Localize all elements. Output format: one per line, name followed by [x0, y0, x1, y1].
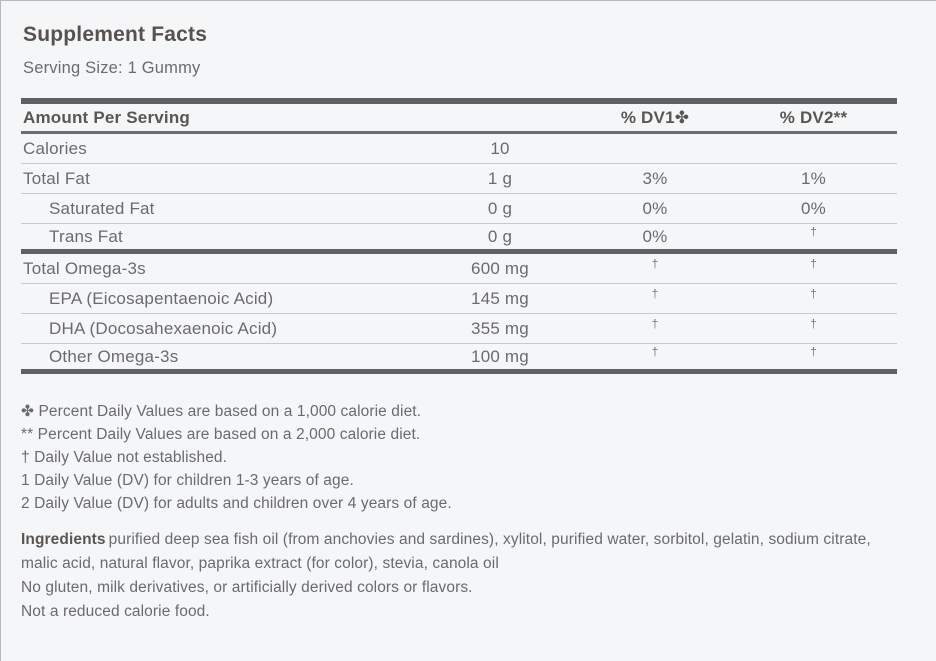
table-row: Total Fat 1 g 3% 1% — [21, 164, 897, 194]
table-body: Calories 10 Total Fat 1 g 3% 1% Saturated Fat 0… — [21, 134, 897, 374]
dv1-value: 0% — [642, 198, 668, 218]
table-row: EPA (Eicosapentaenoic Acid) 145 mg † † — [21, 284, 897, 314]
table-row: Total Omega-3s 600 mg † † — [21, 254, 897, 284]
table-row: DHA (Docosahexaenoic Acid) 355 mg † † — [21, 314, 897, 344]
ingredients-paragraph: Ingredients purified deep sea fish oil (f… — [21, 528, 897, 576]
nutrient-name: Total Fat — [23, 168, 90, 188]
nutrient-amount: 355 mg — [471, 318, 529, 338]
dv2-value: † — [810, 318, 817, 331]
note-line: Not a reduced calorie food. — [21, 603, 210, 620]
dv2-value: † — [810, 346, 817, 359]
footnote-line: 2 Daily Value (DV) for adults and childr… — [21, 495, 452, 512]
footnotes-block: ✤ Percent Daily Values are based on a 1,… — [21, 400, 897, 515]
dv2-value: 1% — [801, 168, 826, 188]
footnote-line: ✤ Percent Daily Values are based on a 1,… — [21, 403, 422, 420]
nutrient-name: Total Omega-3s — [23, 258, 146, 278]
footnote-line: 1 Daily Value (DV) for children 1-3 year… — [21, 472, 354, 489]
notes-block: No gluten, milk derivatives, or artifici… — [21, 576, 897, 624]
column-header-amount-per-serving: Amount Per Serving — [23, 107, 191, 127]
dv1-value: † — [651, 288, 659, 301]
nutrient-amount: 10 — [490, 138, 510, 158]
dv1-value: 0% — [642, 226, 668, 246]
dv1-value: † — [651, 318, 659, 331]
nutrient-name: Other Omega-3s — [49, 346, 179, 366]
nutrient-name: DHA (Docosahexaenoic Acid) — [49, 318, 278, 338]
table-row: Calories 10 — [21, 134, 897, 164]
dv2-value: † — [810, 258, 817, 271]
nutrient-name: EPA (Eicosapentaenoic Acid) — [49, 288, 274, 308]
table-header-row: Amount Per Serving % DV1✤ % DV2** — [21, 104, 897, 134]
nutrient-amount: 600 mg — [471, 258, 529, 278]
nutrient-name: Trans Fat — [49, 226, 123, 246]
footnote-line: ** Percent Daily Values are based on a 2… — [21, 426, 421, 443]
facts-table: Amount Per Serving % DV1✤ % DV2** Calori… — [21, 98, 897, 374]
dv2-value: † — [810, 288, 817, 301]
ingredients-label: Ingredients — [21, 531, 106, 548]
ingredients-text: purified deep sea fish oil (from anchovi… — [21, 531, 871, 572]
nutrient-amount: 0 g — [487, 226, 513, 246]
table-row: Saturated Fat 0 g 0% 0% — [21, 194, 897, 224]
dv1-value: † — [651, 258, 659, 271]
nutrient-name: Calories — [23, 138, 87, 158]
nutrient-amount: 100 mg — [471, 346, 529, 366]
dv2-value: † — [810, 226, 817, 239]
dv1-value: † — [651, 346, 659, 359]
column-header-dv2: % DV2** — [779, 107, 848, 127]
column-header-dv1: % DV1✤ — [620, 107, 690, 127]
serving-size-text: Serving Size: 1 Gummy — [23, 59, 201, 77]
note-line: No gluten, milk derivatives, or artifici… — [21, 579, 473, 596]
nutrient-amount: 1 g — [487, 168, 513, 188]
nutrient-amount: 145 mg — [471, 288, 529, 308]
nutrient-amount: 0 g — [487, 198, 513, 218]
table-row: Trans Fat 0 g 0% † — [21, 224, 897, 254]
page-title: Supplement Facts — [23, 23, 208, 46]
dv1-value: 3% — [642, 168, 668, 188]
footnote-line: † Daily Value not established. — [21, 449, 228, 466]
dv2-value: 0% — [801, 198, 826, 218]
table-row: Other Omega-3s 100 mg † † — [21, 344, 897, 374]
nutrient-name: Saturated Fat — [49, 198, 155, 218]
